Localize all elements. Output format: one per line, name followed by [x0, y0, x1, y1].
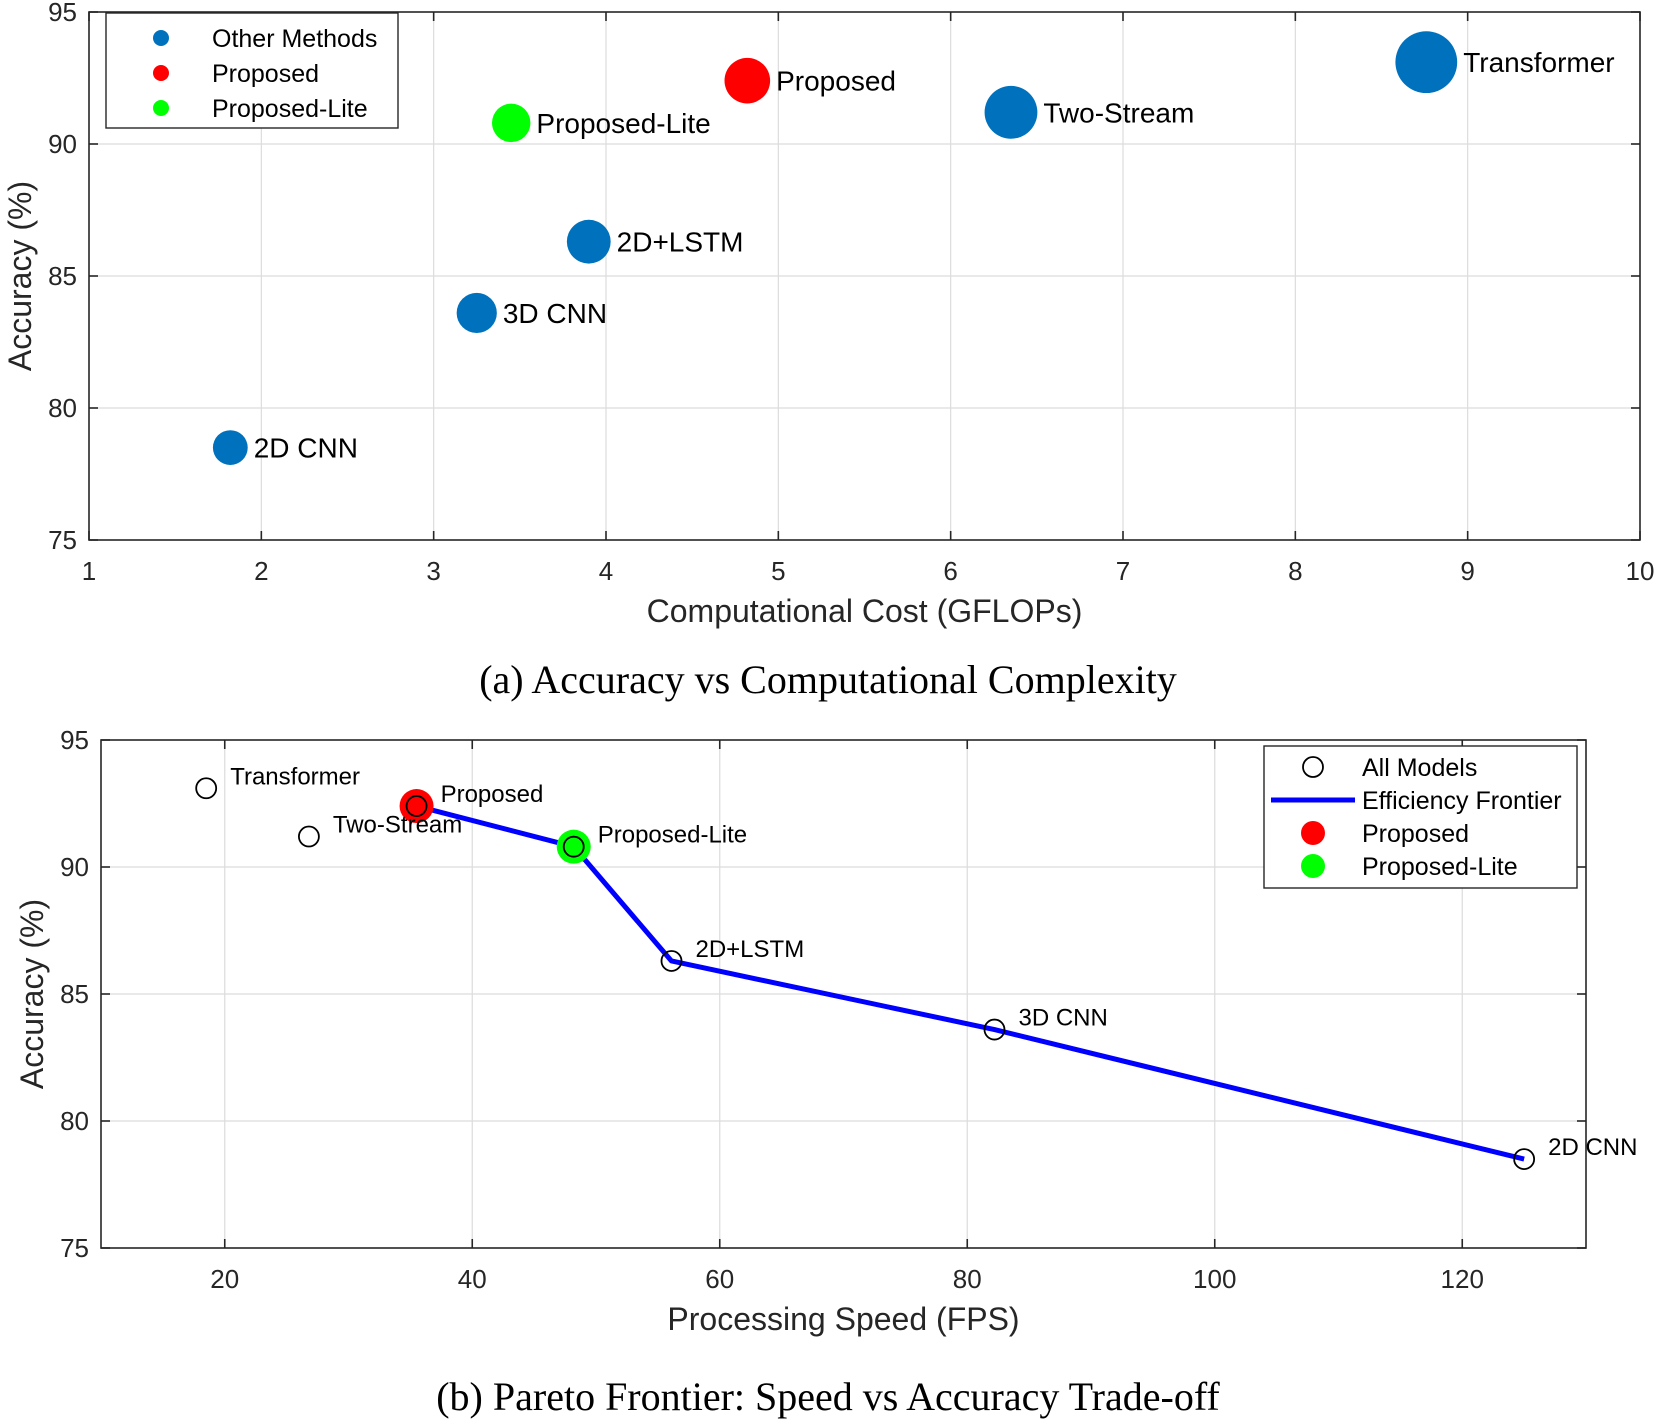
x-tick-label: 120 [1441, 1264, 1484, 1294]
legend-a: Other Methods Proposed Proposed-Lite [105, 12, 399, 129]
legend-marker-proposed [1301, 821, 1325, 845]
legend-label-efficiency-frontier: Efficiency Frontier [1362, 787, 1562, 815]
point-label-2d-lstm: 2D+LSTM [617, 227, 744, 258]
x-tick-label: 100 [1193, 1264, 1236, 1294]
point-two-stream [984, 85, 1038, 139]
point-label-two-stream: Two-Stream [1043, 97, 1194, 128]
plot-frame [100, 739, 1587, 1249]
point-2d-cnn [212, 430, 248, 465]
model-point-2d-lstm [660, 950, 683, 972]
y-tick-label: 95 [48, 0, 77, 27]
y-tick-label: 75 [60, 1233, 89, 1263]
model-point-two-stream [297, 825, 320, 848]
model-label-two-stream: Two-Stream [333, 812, 462, 839]
panel-a-accuracy-vs-gflops: 1 2 3 4 5 6 7 8 9 10 75 80 85 90 95 Computational Cost … [2, 0, 1654, 629]
x-tick-label: 3 [426, 556, 440, 586]
x-axis-label: Computational Cost (GFLOPs) [647, 593, 1083, 629]
x-tick-label: 1 [82, 556, 96, 586]
x-tick-label: 60 [705, 1264, 734, 1294]
model-point-proposed-lite [562, 835, 585, 858]
point-label-transformer: Transformer [1463, 47, 1614, 78]
legend-label-proposed-lite: Proposed-Lite [1362, 853, 1518, 881]
x-tick-label: 40 [458, 1264, 487, 1294]
model-label-3d-cnn: 3D CNN [1018, 1005, 1107, 1032]
y-tick-label: 90 [48, 129, 77, 159]
model-label-proposed-lite: Proposed-Lite [598, 822, 747, 849]
y-axis-label: Accuracy (%) [14, 899, 50, 1089]
x-tick-label: 4 [599, 556, 613, 586]
model-point-proposed [405, 795, 428, 817]
y-tick-label: 85 [48, 261, 77, 291]
point-proposed-lite [492, 103, 531, 143]
plot-frame [88, 11, 1641, 541]
highlight-proposed-lite [556, 829, 591, 864]
x-tick-label: 8 [1288, 556, 1302, 586]
model-label-2d-lstm: 2D+LSTM [695, 936, 804, 963]
point-label-proposed: Proposed [776, 66, 896, 97]
point-3d-cnn [456, 292, 497, 334]
x-tick-label: 10 [1626, 556, 1655, 586]
legend-marker-proposed-lite [1301, 854, 1325, 878]
y-tick-label: 90 [60, 852, 89, 882]
panel-b-pareto-frontier: 20 40 60 80 100 120 75 80 85 90 95 Processing Speed… [14, 725, 1637, 1337]
legend-b: All Models Efficiency Frontier Proposed Pro… [1263, 745, 1578, 889]
x-tick-label: 9 [1460, 556, 1474, 586]
model-label-proposed: Proposed [441, 781, 544, 808]
model-label-transformer: Transformer [230, 763, 360, 790]
model-point-2d-cnn [1513, 1148, 1536, 1170]
legend-label-proposed: Proposed [212, 60, 319, 88]
legend-label-proposed-lite: Proposed-Lite [212, 95, 368, 123]
x-tick-label: 5 [771, 556, 785, 586]
legend-label-all-models: All Models [1362, 754, 1477, 782]
x-tick-label: 80 [953, 1264, 982, 1294]
y-tick-label: 80 [48, 393, 77, 423]
x-tick-label: 6 [943, 556, 957, 586]
model-label-2d-cnn: 2D CNN [1548, 1134, 1637, 1161]
point-label-proposed-lite: Proposed-Lite [536, 108, 710, 139]
x-axis-label: Processing Speed (FPS) [667, 1301, 1019, 1337]
model-point-3d-cnn [983, 1018, 1006, 1041]
legend-marker-all-models [1302, 756, 1324, 778]
point-label-2d-cnn: 2D CNN [254, 433, 358, 464]
panel-a-caption: (a) Accuracy vs Computational Complexity [479, 657, 1177, 702]
point-2d-lstm [566, 219, 611, 264]
panel-b-caption: (b) Pareto Frontier: Speed vs Accuracy T… [436, 1374, 1220, 1419]
point-transformer [1395, 31, 1458, 94]
legend-marker-other-methods [153, 30, 169, 46]
efficiency-frontier-line [415, 803, 1525, 1162]
x-tick-label: 2 [254, 556, 268, 586]
point-proposed [724, 57, 771, 104]
legend-label-other-methods: Other Methods [212, 25, 377, 53]
point-label-3d-cnn: 3D CNN [503, 298, 607, 329]
x-tick-label: 7 [1116, 556, 1130, 586]
legend-marker-proposed [153, 65, 169, 81]
legend-label-proposed: Proposed [1362, 820, 1469, 848]
y-axis-label: Accuracy (%) [2, 181, 38, 371]
y-tick-label: 85 [60, 979, 89, 1009]
y-tick-label: 80 [60, 1106, 89, 1136]
y-tick-label: 95 [60, 725, 89, 755]
y-tick-label: 75 [48, 525, 77, 555]
highlight-proposed [399, 789, 434, 824]
x-tick-label: 20 [210, 1264, 239, 1294]
model-point-transformer [195, 777, 218, 800]
legend-marker-proposed-lite [153, 100, 169, 116]
